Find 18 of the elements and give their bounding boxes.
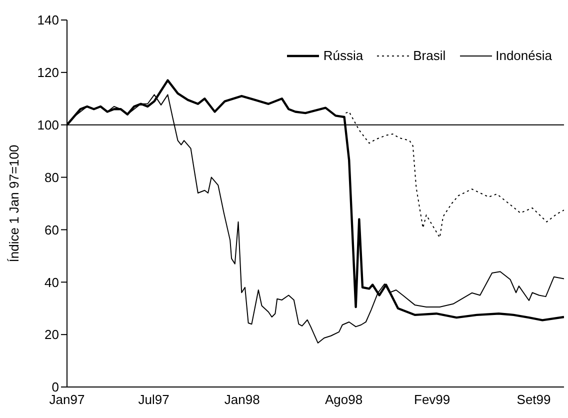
x-tick-label: Jan97: [49, 392, 85, 408]
legend-label: Indonésia: [496, 48, 552, 63]
legend-label: Rússia: [323, 48, 364, 63]
x-tick-label: Jan98: [224, 392, 260, 408]
y-tick-label: 100: [37, 117, 59, 132]
legend-label: Brasil: [413, 48, 446, 63]
y-tick-label: 140: [37, 12, 59, 28]
y-tick-label: 40: [44, 274, 59, 290]
y-axis-title: Índice 1 Jan 97=100: [6, 144, 22, 262]
x-tick-label: Set99: [516, 392, 551, 408]
x-tick-label: Fev99: [414, 392, 450, 408]
y-tick-label: 0: [52, 380, 59, 395]
x-tick-label: Ago98: [325, 392, 363, 408]
x-tick-label: Jul97: [138, 392, 170, 408]
y-tick-label: 80: [44, 170, 59, 185]
y-tick-label: 120: [37, 65, 59, 80]
y-tick-label: 20: [44, 327, 59, 342]
y-tick-label: 60: [44, 222, 59, 238]
